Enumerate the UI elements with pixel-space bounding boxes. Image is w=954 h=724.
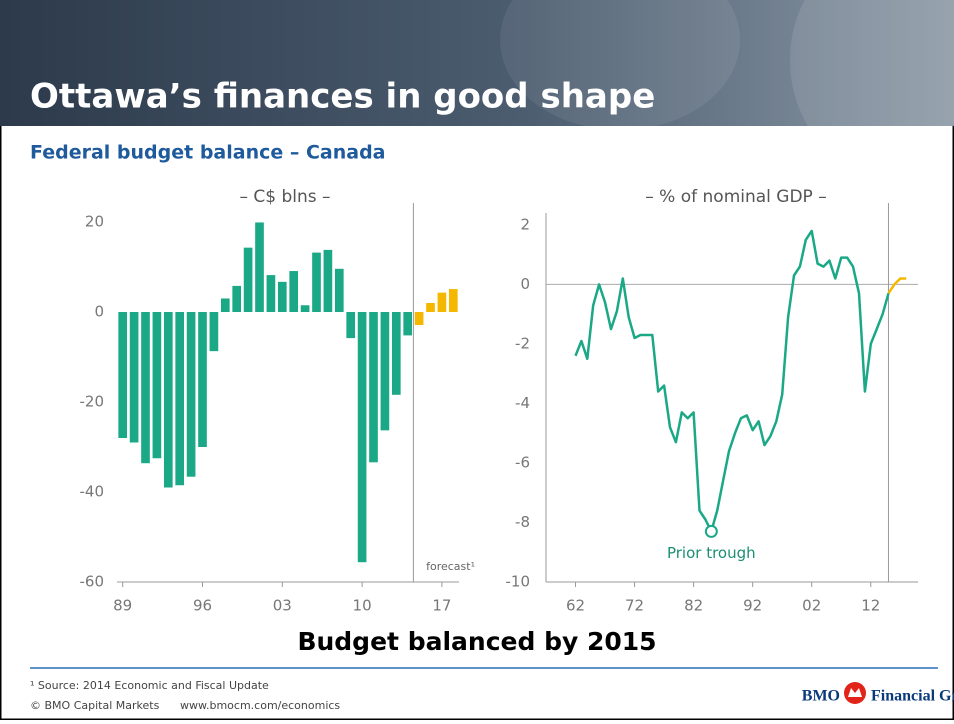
x-tick-label: 17 — [432, 597, 451, 615]
conclusion: Budget balanced by 2015 — [297, 627, 656, 656]
y-tick-label: 0 — [94, 303, 104, 321]
chart-subtitle: – % of nominal GDP – — [645, 187, 826, 207]
bar — [357, 312, 367, 563]
line-series — [574, 229, 890, 533]
x-tick-label: 72 — [625, 597, 644, 615]
bar — [391, 312, 401, 395]
header-band — [0, 0, 954, 126]
header-decoration — [500, 0, 740, 130]
logo-text: Financial Group — [871, 688, 954, 705]
annotation: Prior trough — [667, 544, 756, 562]
x-tick-label: 92 — [743, 597, 762, 615]
logo-text: BMO — [802, 688, 840, 705]
y-tick-label: -20 — [80, 393, 105, 411]
bar — [152, 312, 162, 459]
bar — [323, 249, 333, 312]
trough-marker — [704, 524, 718, 538]
annotation: forecast¹ — [426, 560, 475, 573]
bar — [437, 292, 447, 312]
y-tick-label: 2 — [520, 215, 530, 233]
bar — [277, 281, 287, 312]
bar — [414, 312, 424, 326]
bar — [209, 312, 219, 352]
y-tick-label: -60 — [80, 573, 105, 591]
copyright: © BMO Capital Markets — [30, 699, 160, 712]
bar — [300, 305, 310, 312]
bar — [175, 312, 185, 486]
line-series — [887, 277, 907, 294]
y-tick-label: -8 — [515, 513, 530, 531]
bar — [266, 275, 276, 312]
bar — [141, 312, 150, 464]
x-tick-label: 62 — [566, 597, 585, 615]
slide-subtitle: Federal budget balance – Canada — [30, 142, 386, 164]
slide-title: Ottawa’s finances in good shape — [30, 77, 655, 117]
header-decoration — [790, 0, 954, 170]
x-tick-label: 82 — [684, 597, 703, 615]
y-tick-label: -40 — [80, 483, 105, 501]
bar — [163, 312, 173, 488]
bar — [255, 222, 264, 312]
x-tick-label: 89 — [113, 597, 132, 615]
bar — [312, 252, 321, 312]
url: www.bmocm.com/economics — [180, 699, 340, 712]
x-tick-label: 02 — [802, 597, 821, 615]
bar — [346, 312, 356, 339]
bar — [448, 289, 458, 312]
bar — [369, 312, 378, 463]
bar — [198, 312, 207, 447]
bar — [186, 312, 196, 477]
x-tick-label: 96 — [193, 597, 212, 615]
x-tick-label: 12 — [861, 597, 880, 615]
footnote: ¹ Source: 2014 Economic and Fiscal Updat… — [30, 679, 269, 692]
bar — [334, 268, 344, 312]
y-tick-label: -4 — [515, 394, 530, 412]
bar — [426, 303, 435, 312]
x-tick-label: 10 — [353, 597, 372, 615]
y-tick-label: 0 — [520, 275, 530, 293]
bar — [129, 312, 139, 443]
x-tick-label: 03 — [273, 597, 292, 615]
y-tick-label: -10 — [506, 573, 531, 591]
y-tick-label: -6 — [515, 453, 530, 471]
chart-subtitle: – C$ blns – — [239, 187, 330, 207]
y-tick-label: -2 — [515, 334, 530, 352]
y-tick-label: 20 — [85, 213, 104, 231]
logo-icon — [848, 688, 862, 697]
bar — [403, 312, 413, 336]
bar — [243, 247, 253, 312]
bar — [232, 285, 242, 312]
bar — [380, 312, 390, 431]
bar — [118, 312, 128, 438]
bar — [289, 271, 299, 312]
bar — [220, 298, 230, 312]
